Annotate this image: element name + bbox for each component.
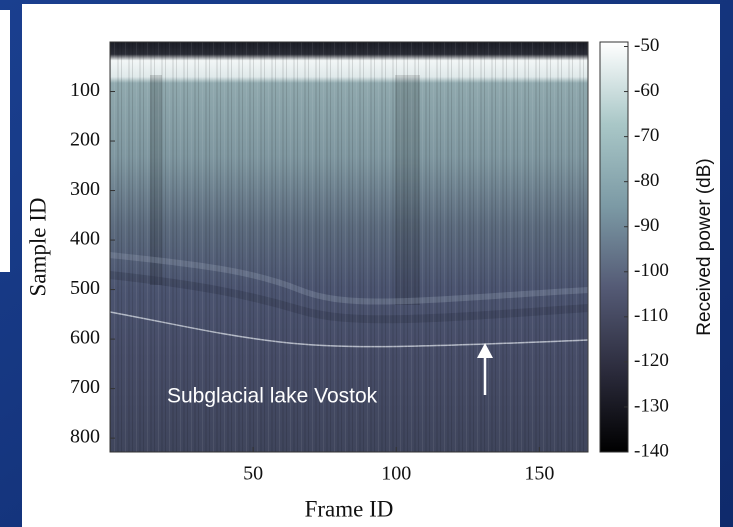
annotation: Subglacial lake Vostok [167,385,378,408]
colorbar [599,41,629,453]
y-tick-label: 800 [70,426,100,448]
colorbar-tick-label: -60 [634,80,659,101]
y-axis-label: Sample ID [25,197,50,296]
colorbar-tick-label: -50 [634,35,659,56]
colorbar-tick-label: -70 [634,125,659,146]
y-tick-label: 500 [70,277,100,299]
annotation-arrow [477,343,493,395]
x-tick-label: 50 [243,463,263,485]
colorbar-tick-label: -120 [634,350,669,371]
radargram-image [109,42,589,452]
colorbar-tick-label: -140 [634,440,669,461]
y-tick-label: 300 [70,178,100,200]
colorbar-tick-label: -80 [634,170,659,191]
colorbar-tick-label: -110 [634,305,668,326]
colorbar-tick-label: -100 [634,260,669,281]
colorbar-tick-label: -90 [634,215,659,236]
y-tick-label: 700 [70,376,100,398]
y-tick-label: 400 [70,228,100,250]
colorbar-label: Received power (dB) [694,158,715,335]
x-tick-label: 100 [381,463,411,485]
plot-frame [109,41,589,453]
side-panel [0,10,10,272]
colorbar-tick-label: -130 [634,395,669,416]
x-tick-label: 150 [524,463,554,485]
y-tick-label: 600 [70,327,100,349]
y-tick-label: 200 [70,129,100,151]
y-tick-label: 100 [70,79,100,101]
x-axis-label: Frame ID [305,496,394,521]
